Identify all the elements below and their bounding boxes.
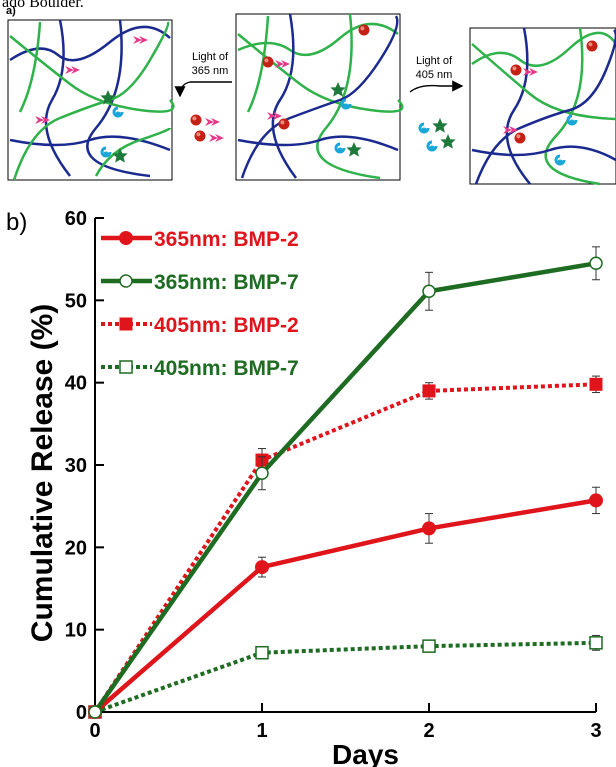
chart-legend: 365nm: BMP-2 365nm: BMP-7 405nm: BMP-2 405n… — [101, 228, 299, 380]
svg-text:Light of: Light of — [192, 51, 229, 63]
x-tick-label: 0 — [89, 720, 100, 742]
panel-a-label: a) — [6, 5, 16, 17]
arrow-405nm: Light of 405 nm — [409, 55, 464, 152]
svg-text:Light of: Light of — [416, 55, 453, 67]
y-axis-label: Cumulative Release (%) — [26, 304, 59, 642]
panel-b-label: b) — [6, 209, 27, 236]
data-point — [255, 645, 269, 660]
y-tick-label: 60 — [65, 208, 87, 230]
arrow-365nm: Light of 365 nm — [174, 51, 232, 142]
x-ticks: 0 1 2 3 — [89, 703, 602, 742]
y-tick-label: 40 — [65, 373, 87, 395]
x-tick-label: 1 — [256, 720, 267, 742]
data-point — [255, 466, 269, 480]
chart-series — [88, 246, 603, 719]
data-point — [589, 256, 603, 271]
data-point — [422, 521, 436, 536]
y-tick-label: 50 — [65, 290, 87, 312]
series-line — [94, 640, 597, 714]
y-tick-label: 10 — [65, 620, 87, 642]
legend-item-0: 365nm: BMP-2 — [101, 228, 299, 251]
data-point — [589, 636, 603, 650]
series-1 — [88, 246, 603, 719]
x-axis-label: Days — [332, 739, 399, 767]
data-point — [255, 560, 269, 575]
series-0 — [88, 486, 603, 719]
y-tick-label: 20 — [65, 537, 87, 559]
x-tick-label: 3 — [590, 720, 601, 742]
network-box-2 — [235, 13, 404, 181]
y-ticks: 0 10 20 30 40 50 60 — [65, 208, 104, 724]
legend-marker — [119, 231, 133, 245]
data-point — [589, 493, 603, 508]
data-point — [589, 377, 603, 391]
legend-label: 405nm: BMP-2 — [154, 314, 299, 337]
legend-label: 365nm: BMP-2 — [154, 228, 299, 251]
x-tick-label: 2 — [423, 720, 434, 742]
legend-marker — [119, 317, 133, 331]
legend-label: 365nm: BMP-7 — [154, 271, 299, 294]
network-box-3 — [469, 27, 616, 186]
data-point — [422, 639, 436, 653]
svg-text:405 nm: 405 nm — [416, 69, 453, 81]
header-fragment: ado Boulder. — [2, 0, 84, 11]
data-point — [88, 705, 102, 719]
series-line — [93, 498, 597, 714]
legend-marker — [119, 360, 133, 374]
legend-item-2: 405nm: BMP-2 — [101, 314, 299, 337]
network-box-1 — [7, 19, 175, 181]
legend-item-1: 365nm: BMP-7 — [101, 271, 299, 294]
series-line — [93, 382, 597, 714]
legend-marker — [119, 274, 133, 288]
legend-label: 405nm: BMP-7 — [154, 357, 299, 380]
data-point — [422, 384, 436, 398]
series-line — [93, 261, 597, 714]
svg-text:365 nm: 365 nm — [192, 65, 229, 77]
y-tick-label: 30 — [65, 455, 87, 477]
data-point — [422, 284, 436, 299]
y-tick-label: 0 — [76, 702, 87, 724]
legend-item-3: 405nm: BMP-7 — [101, 357, 299, 380]
